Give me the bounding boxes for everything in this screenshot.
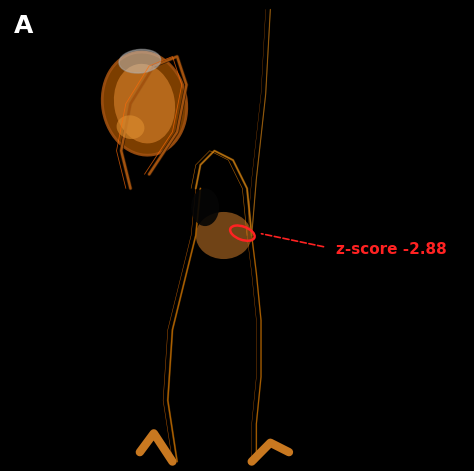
Text: A: A — [14, 14, 33, 38]
Ellipse shape — [191, 188, 219, 226]
Ellipse shape — [114, 64, 175, 143]
Ellipse shape — [117, 115, 145, 139]
Text: z-score -2.88: z-score -2.88 — [336, 242, 447, 257]
Ellipse shape — [119, 49, 161, 73]
Ellipse shape — [102, 52, 187, 155]
Ellipse shape — [196, 212, 252, 259]
